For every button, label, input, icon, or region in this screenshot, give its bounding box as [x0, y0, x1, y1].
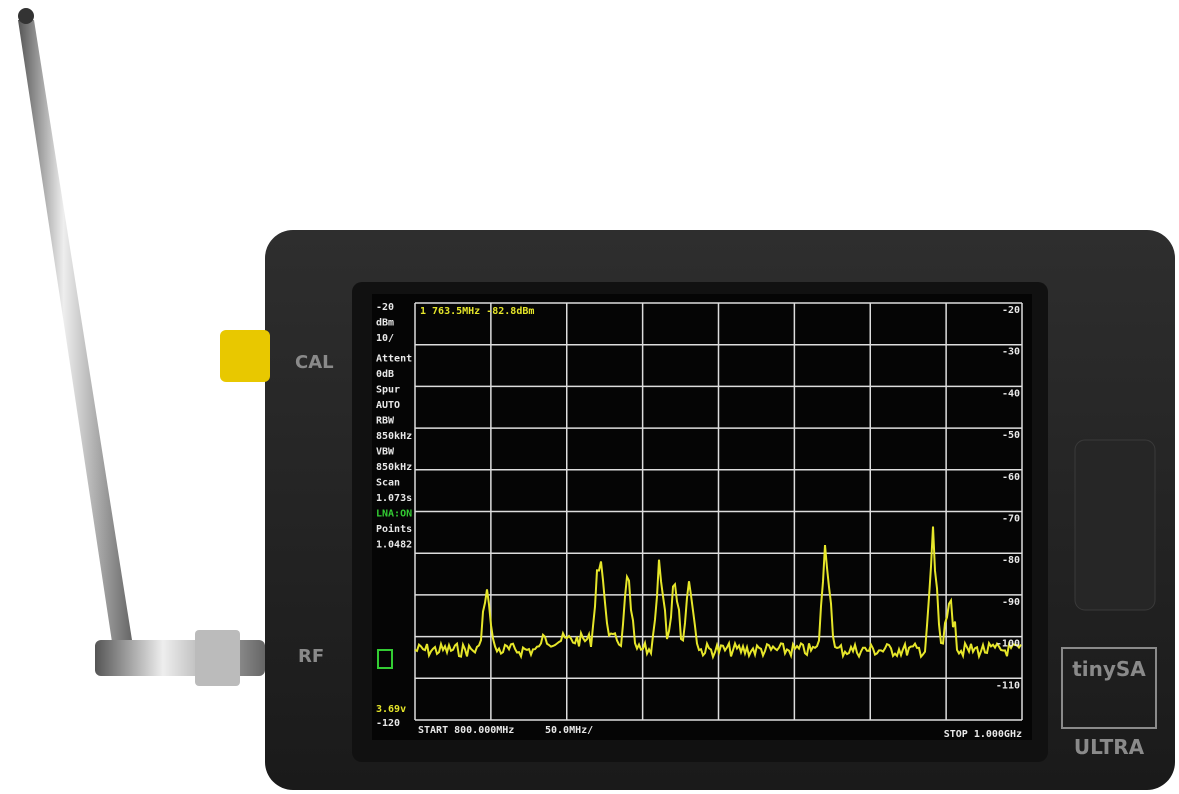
left-panel: -20 dBm 10/Attent 0dB Spur AUTO RBW 850kHz VBW 85…: [376, 302, 412, 551]
y-tick-label: -30: [1002, 347, 1020, 358]
y-tick-label: -100: [996, 639, 1020, 650]
antenna-rod: [18, 20, 132, 642]
right-ticks: -20 -30 -40 -50 -60 -70 -80 -90 -100 -110: [996, 305, 1020, 691]
bottom-left-level: -120: [376, 718, 400, 729]
y-tick-label: -60: [1002, 472, 1020, 483]
antenna-tip: [18, 8, 34, 24]
y-tick-label: -90: [1002, 597, 1020, 608]
rf-label: RF: [298, 646, 324, 667]
y-tick-label: -40: [1002, 388, 1020, 399]
status-label: 1.0482: [376, 540, 412, 551]
marker-readout: 1 763.5MHz -82.8dBm: [420, 306, 534, 317]
icon: [377, 649, 393, 669]
antenna: [18, 8, 265, 686]
status-label: Points: [376, 523, 412, 535]
status-label: Scan: [376, 478, 400, 489]
status-label: 850kHz: [376, 431, 412, 442]
status-label: AUTO: [376, 400, 400, 411]
battery-voltage: 3.69v: [376, 704, 406, 715]
status-label: VBW: [376, 447, 395, 458]
stop-freq: STOP 1.000GHz: [944, 729, 1022, 740]
start-freq: START 800.000MHz: [418, 725, 514, 736]
y-tick-label: -50: [1002, 430, 1020, 441]
y-tick-label: -70: [1002, 514, 1020, 525]
status-label: dBm: [376, 318, 394, 329]
connector-nut: [195, 630, 240, 686]
status-label: Attent: [376, 354, 412, 365]
status-label: RBW: [376, 416, 395, 427]
status-label: 850kHz: [376, 462, 412, 473]
brand-model: ULTRA: [1074, 735, 1145, 759]
status-label: Spur: [376, 385, 400, 396]
status-label: 0dB: [376, 369, 394, 380]
status-label: -20: [376, 302, 394, 313]
brand-name: tinySA: [1072, 657, 1146, 681]
grip: [1074, 439, 1156, 611]
y-tick-label: -110: [996, 680, 1020, 691]
cal-connector: [220, 330, 270, 382]
status-label: 1.073s: [376, 493, 412, 504]
cal-label: CAL: [295, 352, 334, 373]
plot-grid: [414, 302, 1023, 721]
brand-box: [1061, 647, 1157, 729]
per-div: 50.0MHz/: [545, 725, 593, 736]
y-tick-label: -20: [1002, 305, 1020, 316]
screen: [372, 294, 1032, 740]
spectrum-trace: [414, 526, 1022, 660]
y-tick-label: -80: [1002, 555, 1020, 566]
status-label: LNA:ON: [376, 509, 412, 520]
status-label: 10/: [376, 333, 394, 344]
